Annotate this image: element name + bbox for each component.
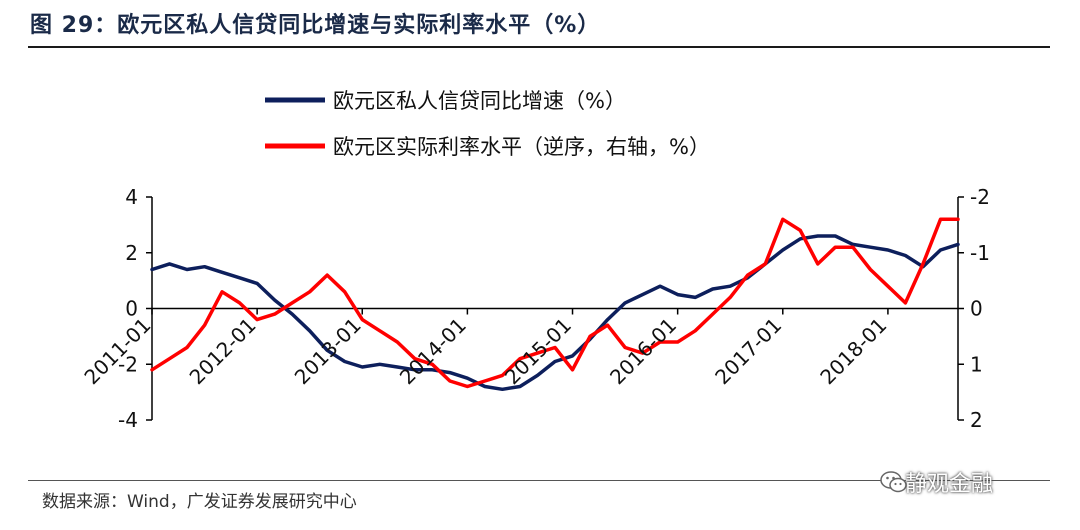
series-line-real-rate [150,217,960,389]
x-tick-label: 2017-01 [710,313,786,389]
right-tick-label: 0 [970,297,983,321]
series-line-credit-growth [150,234,960,392]
x-tick-label: 2018-01 [815,313,891,389]
left-tick-label: 4 [125,185,138,209]
chart: 欧元区私人信贷同比增速（%） 欧元区实际利率水平（逆序，右轴，%） 4 2 0 -2 -… [79,89,990,432]
left-tick-label: 0 [125,297,138,321]
source-note: 数据来源：Wind，广发证券发展研究中心 [42,492,357,512]
right-tick-label: 1 [970,352,983,376]
right-tick-label: -1 [970,241,990,265]
right-tick-label: 2 [970,408,983,432]
right-tick-label: -2 [970,185,990,209]
axes: 4 2 0 -2 -4 -2 -1 0 1 2 [118,185,990,432]
left-tick-label: -2 [118,352,138,376]
left-tick-label: 2 [125,241,138,265]
x-tick-label: 2011-01 [79,313,155,389]
source-rule [28,480,1050,481]
wechat-icon [880,471,907,493]
legend: 欧元区私人信贷同比增速（%） 欧元区实际利率水平（逆序，右轴，%） [265,89,710,159]
legend-label-credit-growth: 欧元区私人信贷同比增速（%） [333,89,626,113]
watermark: 静观金融 [905,472,994,497]
left-tick-label: -4 [118,408,138,432]
x-tick-label: 2015-01 [500,313,576,389]
title-rule [28,46,1050,48]
x-tick-label: 2012-01 [185,313,261,389]
legend-label-real-rate: 欧元区实际利率水平（逆序，右轴，%） [333,135,710,159]
series-layer [150,217,960,392]
figure-title: 图 29：欧元区私人信贷同比增速与实际利率水平（%） [30,13,601,38]
x-tick-label: 2016-01 [605,313,681,389]
x-tick-labels: 2011-01 2012-01 2013-01 2014-01 2015-01 2016-… [79,313,891,389]
